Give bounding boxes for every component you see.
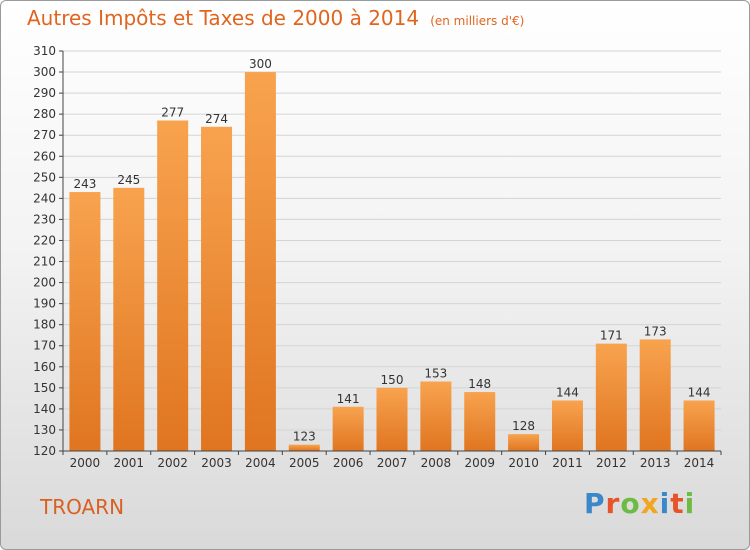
data-label: 144 [688, 385, 711, 399]
logo-letter: t [670, 487, 685, 520]
data-label: 277 [161, 105, 184, 119]
bar [551, 400, 583, 451]
chart-title: Autres Impôts et Taxes de 2000 à 2014 (e… [27, 6, 524, 30]
data-label: 150 [381, 373, 404, 387]
x-tick-label: 2013 [640, 456, 671, 470]
chart-unit-note: (en milliers d'€) [430, 14, 525, 28]
data-label: 153 [424, 367, 447, 381]
logo-letter: o [620, 487, 641, 520]
bar [201, 126, 233, 451]
x-axis-ticks: 2000 2001 2002 2003 2004 2005 2006 2007 2008 2009… [62, 451, 722, 470]
y-tick-label: 240 [33, 191, 56, 205]
logo-letter: x [640, 487, 660, 520]
bar [113, 187, 145, 451]
y-tick-label: 120 [33, 444, 56, 458]
y-tick-label: 270 [33, 128, 56, 142]
x-tick-label: 2010 [508, 456, 539, 470]
y-tick-label: 200 [33, 276, 56, 290]
bar [420, 381, 452, 451]
y-tick-label: 130 [33, 423, 56, 437]
x-tick-label: 2000 [70, 456, 101, 470]
data-label: 171 [600, 329, 623, 343]
x-tick-label: 2003 [201, 456, 232, 470]
bar [288, 444, 320, 451]
bar [332, 406, 364, 451]
x-tick-label: 2006 [333, 456, 364, 470]
bar [69, 192, 101, 452]
x-tick-label: 2009 [464, 456, 495, 470]
y-tick-label: 160 [33, 360, 56, 374]
y-tick-label: 230 [33, 212, 56, 226]
data-label: 243 [73, 177, 96, 191]
bar [508, 434, 540, 451]
logo-letter: i [659, 487, 671, 520]
x-tick-label: 2001 [114, 456, 145, 470]
logo-letter: r [605, 487, 621, 520]
data-label: 173 [644, 324, 667, 338]
x-tick-label: 2008 [421, 456, 452, 470]
bar [464, 392, 496, 451]
y-tick-label: 140 [33, 402, 56, 416]
x-tick-label: 2012 [596, 456, 627, 470]
y-tick-label: 210 [33, 255, 56, 269]
bar [244, 72, 276, 451]
bar [639, 339, 671, 451]
y-tick-label: 150 [33, 381, 56, 395]
commune-name: TROARN [40, 495, 125, 519]
x-tick-label: 2014 [684, 456, 715, 470]
x-tick-label: 2004 [245, 456, 276, 470]
data-label: 245 [117, 173, 140, 187]
x-tick-label: 2005 [289, 456, 320, 470]
y-tick-label: 180 [33, 318, 56, 332]
bars [69, 72, 715, 452]
data-label: 300 [249, 57, 272, 71]
y-tick-label: 260 [33, 149, 56, 163]
logo-letter: i [684, 487, 696, 520]
y-tick-label: 220 [33, 233, 56, 247]
data-labels: 243 245 277 274 300 123 141 150 153 148 128 144 171 1… [73, 57, 710, 444]
proxiti-logo[interactable]: Proxiti [584, 487, 695, 520]
data-label: 141 [337, 392, 360, 406]
data-label: 123 [293, 430, 316, 444]
chart-title-text: Autres Impôts et Taxes de 2000 à 2014 [27, 6, 420, 30]
data-label: 148 [468, 377, 491, 391]
axes [62, 51, 721, 452]
x-tick-label: 2002 [157, 456, 188, 470]
data-label: 144 [556, 385, 579, 399]
y-tick-label: 290 [33, 86, 56, 100]
y-tick-label: 170 [33, 339, 56, 353]
x-tick-label: 2011 [552, 456, 583, 470]
y-tick-label: 190 [33, 297, 56, 311]
bar [157, 120, 189, 451]
data-label: 274 [205, 112, 228, 126]
y-tick-label: 310 [33, 44, 56, 58]
y-tick-label: 250 [33, 170, 56, 184]
data-label: 128 [512, 419, 535, 433]
bar [595, 343, 627, 451]
bar [683, 400, 715, 451]
y-tick-label: 300 [33, 65, 56, 79]
logo-letter: P [584, 487, 606, 520]
y-tick-label: 280 [33, 107, 56, 121]
y-axis-ticks: 120 130 140 150 160 170 180 190 200 210 220 230 240 2… [33, 44, 63, 458]
x-tick-label: 2007 [377, 456, 408, 470]
bar [376, 387, 408, 451]
